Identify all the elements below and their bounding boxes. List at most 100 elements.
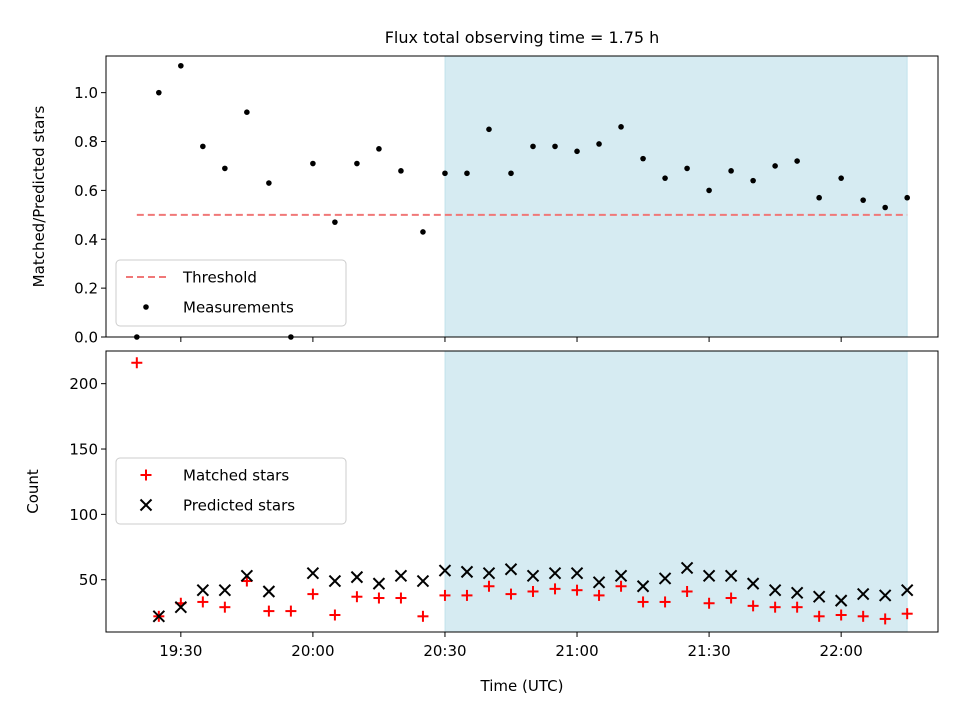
measurement-point [464,170,470,177]
matched-star-point [373,592,385,604]
measurement-point [860,197,866,203]
y-tick-label: 0.2 [74,280,98,298]
y-tick-label: 0.0 [74,329,98,347]
axes-frame [105,350,939,633]
predicted-star-point [790,586,804,599]
matched-star-point [615,580,627,592]
predicted-star-point [174,600,188,614]
matched-star-point [307,588,319,600]
legend-matched-swatch [140,469,152,481]
predicted-star-point [240,569,254,583]
matched-star-point [417,610,429,622]
matched-star-point [549,583,561,595]
legend-label: Threshold [182,269,257,287]
measurement-point [706,187,712,194]
predicted-star-point [526,569,540,583]
matched-star-point [813,610,825,622]
predicted-star-point [152,610,166,623]
measurement-point [772,163,778,169]
predicted-star-point [394,569,408,583]
measurement-point [530,143,536,150]
matched-star-point [879,613,891,625]
y-axis-label: Count [24,469,42,514]
x-tick-label: 20:30 [423,642,466,660]
matched-star-point [527,585,539,597]
measurement-point [332,219,338,225]
legend: Threshold Measurements [115,259,347,327]
y-tick-label: 0.8 [74,133,98,151]
measurement-point [618,124,624,130]
predicted-star-point [460,565,474,579]
predicted-star-point [812,590,826,603]
predicted-star-point [218,583,232,597]
measurement-point [838,175,844,181]
predicted-star-point [482,566,496,580]
y-tick-label: 0.6 [74,182,98,200]
measurement-point [684,165,690,172]
measurement-point [728,168,734,174]
x-ticks: 19:30 20:00 20:30 21:00 21:30 22:00 [159,632,863,660]
predicted-star-point [746,577,760,590]
predicted-star-point [724,569,738,583]
measurement-point [904,194,910,201]
matched-star-point [571,584,583,596]
predicted-star-point [350,570,364,584]
legend-box [115,457,347,525]
predicted-star-point [262,585,276,598]
measurement-point [596,141,602,147]
y-tick-label: 200 [69,375,98,393]
y-ticks: 50 100 150 200 [69,375,106,589]
predicted-star-point [856,587,870,601]
matched-star-point [131,357,143,369]
predicted-star-point [834,594,848,607]
measurement-point [266,180,272,186]
predicted-star-point [614,569,628,583]
x-axis-label: Time (UTC) [480,677,564,695]
measurement-point [244,109,250,115]
shaded-interval [444,350,908,633]
matched-star-point [791,601,803,613]
measurement-point [354,160,360,167]
measurement-point [486,126,492,133]
measurement-point [750,177,756,184]
measurement-point [816,194,822,201]
predicted-star-point [570,566,584,580]
matched-star-point [835,609,847,621]
measurement-point [310,160,316,167]
legend-measurement-swatch [143,304,149,310]
predicted-star-point [768,583,782,597]
legend: Matched stars Predicted stars [115,457,347,525]
measurement-point [420,229,426,235]
matched-star-point [241,575,253,587]
matched-star-point [219,601,231,613]
predicted-star-point [592,576,606,589]
measurement-point [200,143,206,150]
ratio-panel: 0.0 0.2 0.4 0.6 0.8 1.0 Matched/Predicted star… [30,55,939,347]
matched-star-point [395,592,407,604]
matched-star-point [505,588,517,600]
matched-star-point [659,596,671,608]
measurement-point [552,143,558,150]
data-layer [131,357,914,625]
measurement-point [640,155,646,162]
x-ticks [180,337,842,342]
matched-star-point [747,600,759,612]
matched-star-point [461,589,473,601]
matched-star-point [725,592,737,604]
matched-star-point [681,585,693,597]
y-tick-label: 0.4 [74,231,98,249]
shaded-interval [444,55,908,338]
measurement-point [442,170,448,177]
chart-title: Flux total observing time = 1.75 h [385,28,660,47]
matched-star-point [901,608,913,620]
predicted-star-point [900,583,914,597]
matched-star-point [351,591,363,603]
measurement-point [882,204,888,211]
matched-star-point [197,596,209,608]
legend-label: Predicted stars [183,497,295,515]
matched-star-point [263,605,275,617]
x-tick-label: 20:00 [291,642,334,660]
measurement-point [662,175,668,181]
matched-star-point [857,610,869,622]
x-tick-label: 21:00 [555,642,598,660]
